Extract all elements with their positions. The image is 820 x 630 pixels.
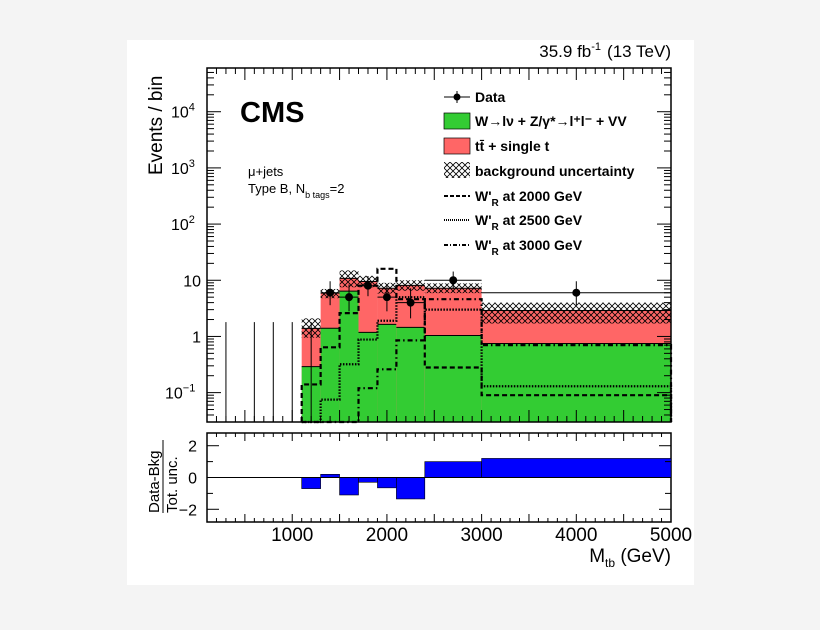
ratio-bar bbox=[396, 477, 426, 500]
lumi-label: 35.9 fb-1 (13 TeV) bbox=[539, 41, 671, 61]
legend-entry-wr2500: W'R at 2500 GeV bbox=[444, 212, 583, 233]
x-axis-label: Mtb (GeV) bbox=[589, 546, 671, 570]
x-tick-label: 4000 bbox=[555, 525, 597, 546]
main-frame bbox=[206, 67, 672, 423]
uncertainty-band bbox=[481, 302, 671, 324]
ratio-bar bbox=[377, 477, 397, 489]
uncertainty-band bbox=[396, 280, 425, 291]
data-point bbox=[382, 293, 391, 302]
ewk-bar bbox=[320, 328, 340, 422]
legend: Data W→lν + Z/γ*→l⁺l⁻ + VV tt̄ + single … bbox=[443, 89, 635, 258]
channel-label: μ+jets bbox=[248, 164, 284, 179]
y-axis-label: Events / bin bbox=[146, 76, 167, 175]
ewk-bar bbox=[339, 291, 359, 422]
legend-entry-data: Data bbox=[444, 89, 506, 105]
y-tick-label: 10−1 bbox=[165, 383, 195, 403]
ewk-bar bbox=[424, 335, 482, 422]
svg-text:tt̄ + single t: tt̄ + single t bbox=[475, 138, 550, 154]
data-point bbox=[449, 276, 458, 285]
data-point bbox=[326, 288, 335, 297]
ratio-y-tick-label: 0 bbox=[188, 471, 197, 488]
svg-text:Data: Data bbox=[475, 89, 506, 105]
category-label: Type B, Nb tags=2 bbox=[248, 181, 344, 200]
y-tick-label: 1 bbox=[192, 329, 201, 346]
legend-entry-wr3000: W'R at 3000 GeV bbox=[444, 237, 583, 258]
ratio-y-tick-label: 2 bbox=[188, 439, 197, 456]
main-plot: 10−1 1 10 102 103 104 bbox=[165, 67, 673, 424]
legend-entry-top: tt̄ + single t bbox=[443, 137, 550, 155]
data-point bbox=[345, 293, 354, 302]
cms-label: CMS bbox=[240, 97, 304, 129]
svg-text:W'R at 3000 GeV: W'R at 3000 GeV bbox=[475, 237, 583, 258]
ratio-bar bbox=[358, 477, 378, 483]
x-tick-label: 1000 bbox=[271, 525, 313, 546]
data-point bbox=[572, 288, 581, 297]
ratio-bar bbox=[301, 477, 321, 489]
y-tick-label: 102 bbox=[171, 214, 195, 234]
svg-text:W'R at 2000 GeV: W'R at 2000 GeV bbox=[475, 188, 583, 209]
svg-text:background uncertainty: background uncertainty bbox=[475, 163, 635, 179]
ewk-bar bbox=[358, 332, 378, 422]
ratio-bar bbox=[481, 458, 672, 478]
legend-entry-uncertainty: background uncertainty bbox=[444, 162, 635, 179]
signal-line-dashed bbox=[300, 267, 673, 422]
uncertainty-band bbox=[339, 270, 359, 288]
data-point bbox=[406, 298, 415, 307]
ratio-y-tick-label: −2 bbox=[179, 502, 197, 519]
data-point bbox=[363, 281, 372, 290]
svg-text:W→lν + Z/γ*→l⁺l⁻ + VV: W→lν + Z/γ*→l⁺l⁻ + VV bbox=[475, 113, 627, 129]
ewk-bar bbox=[377, 324, 397, 422]
x-tick-label: 3000 bbox=[460, 525, 502, 546]
ewk-bar bbox=[396, 327, 425, 422]
y-tick-label: 104 bbox=[171, 102, 195, 122]
y-tick-label: 10 bbox=[183, 273, 201, 290]
ratio-y-axis-label: Data-Bkg Tot. unc. bbox=[146, 440, 181, 513]
legend-entry-ewk: W→lν + Z/γ*→l⁺l⁻ + VV bbox=[443, 112, 627, 130]
ratio-plot: 1000 2000 3000 4000 5000 2 0 −2 bbox=[179, 432, 692, 546]
ratio-bar bbox=[339, 477, 359, 496]
x-tick-label: 5000 bbox=[650, 525, 692, 546]
signal-line-dashdot bbox=[301, 298, 673, 424]
svg-text:W'R at 2500 GeV: W'R at 2500 GeV bbox=[475, 212, 583, 233]
svg-text:Data-Bkg: Data-Bkg bbox=[146, 450, 163, 513]
svg-text:Tot. unc.: Tot. unc. bbox=[164, 456, 181, 513]
x-tick-label: 2000 bbox=[366, 525, 408, 546]
legend-entry-wr2000: W'R at 2000 GeV bbox=[444, 188, 583, 209]
y-tick-label: 103 bbox=[171, 158, 195, 178]
ratio-bar bbox=[424, 461, 482, 478]
ewk-bar bbox=[481, 343, 671, 422]
